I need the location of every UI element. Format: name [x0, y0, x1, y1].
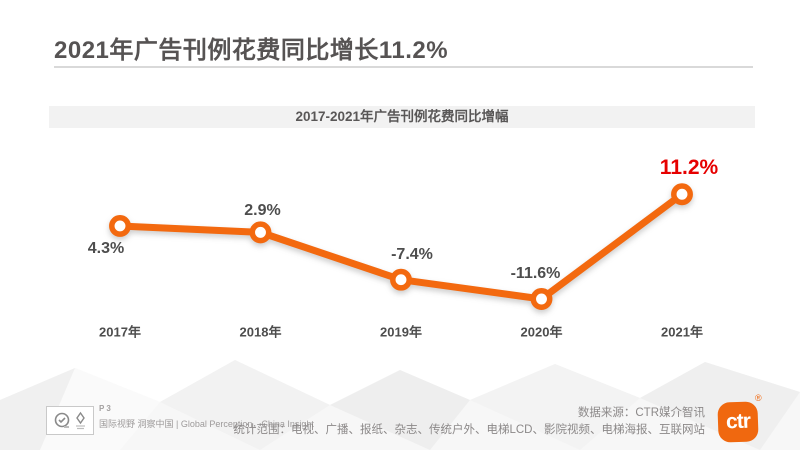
data-point-marker — [390, 268, 412, 291]
x-axis-label: 2019年 — [380, 324, 422, 340]
data-point-label: 4.3% — [87, 239, 125, 257]
data-source-line: 数据来源：CTR媒介智讯 — [577, 407, 705, 419]
x-axis-label: 2017年 — [99, 324, 141, 340]
certification-mark-1-icon — [54, 412, 70, 428]
data-point-label: -11.6% — [510, 264, 561, 282]
registered-trademark-icon: ® — [755, 393, 762, 403]
trend-line-svg — [109, 183, 693, 310]
footer-source-block: 数据来源：CTR媒介智讯 统计范围：电视、广播、报纸、杂志、传统户外、电梯LCD… — [145, 405, 705, 439]
ctr-logo: ctr — [717, 401, 759, 443]
ctr-logo-text: ctr — [725, 409, 751, 434]
chart-title-banner: 2017-2021年广告刊例花费同比增幅 — [49, 106, 755, 128]
data-point-marker — [109, 214, 131, 237]
certification-mark-2-icon — [76, 411, 85, 429]
data-point-marker — [249, 221, 272, 244]
data-point-marker — [530, 288, 553, 310]
footer-polygon-pattern — [0, 360, 800, 450]
footer-tagline: 国际视野 洞察中国 | Global Perception，China Insi… — [99, 419, 314, 429]
page-title: 2021年广告刊例花费同比增长11.2% — [54, 37, 449, 64]
certification-logos — [46, 406, 94, 435]
x-axis-label: 2018年 — [239, 324, 282, 340]
x-axis-label: 2021年 — [661, 324, 703, 340]
page-number: P 3 — [99, 404, 111, 413]
data-point-label: 2.9% — [244, 202, 281, 220]
x-axis-label: 2020年 — [520, 324, 563, 340]
data-point-label: 11.2% — [659, 156, 719, 180]
statistics-scope-line: 统计范围：电视、广播、报纸、杂志、传统户外、电梯LCD、影院视频、电梯海报、互联… — [233, 424, 705, 436]
line-chart: 4.3% 2017年 2.9% 2018年 -7.4% 2019年 -11.6% 2020年 1… — [0, 140, 800, 360]
title-divider — [54, 66, 753, 68]
data-point-marker — [671, 183, 693, 206]
data-point-label: -7.4% — [391, 245, 433, 263]
